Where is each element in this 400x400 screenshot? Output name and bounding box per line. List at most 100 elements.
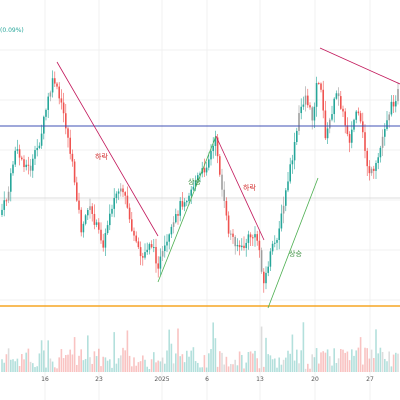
candle-body xyxy=(313,106,316,121)
candle-body xyxy=(234,236,236,247)
volume-bar xyxy=(40,340,43,372)
candle-body xyxy=(122,188,124,193)
volume-bar xyxy=(87,335,89,372)
x-tick-label: 20 xyxy=(311,376,319,383)
volume-bar xyxy=(69,349,71,372)
volume-bar xyxy=(175,353,177,372)
candle-body xyxy=(40,133,43,146)
volume-bar xyxy=(357,347,360,372)
candle-body xyxy=(300,106,302,114)
volume-bar xyxy=(172,363,175,372)
candle-body xyxy=(43,116,45,134)
candle-body xyxy=(93,213,96,225)
candle-body xyxy=(318,83,320,85)
candle-body xyxy=(271,243,274,252)
volume-bar xyxy=(342,349,344,372)
candle-body xyxy=(267,266,269,273)
volume-bar xyxy=(161,357,164,372)
volume-bar xyxy=(241,354,243,372)
candle-body xyxy=(120,188,122,192)
volume-bar xyxy=(126,330,129,372)
candle-body xyxy=(280,213,283,229)
volume-bar xyxy=(249,351,252,372)
volume-bar xyxy=(170,343,173,372)
volume-bar xyxy=(346,351,349,372)
candle-body xyxy=(164,245,166,252)
volume-bar xyxy=(384,358,386,372)
volume-bar xyxy=(168,329,170,372)
candle-body xyxy=(80,209,82,233)
volume-bar xyxy=(89,357,91,372)
candle-body xyxy=(348,134,351,143)
volume-bar xyxy=(67,354,69,372)
volume-bar xyxy=(234,359,236,372)
candle-body xyxy=(355,111,357,120)
candle-body xyxy=(245,242,247,249)
volume-bar xyxy=(93,351,96,372)
candle-body xyxy=(18,149,21,158)
candle-body xyxy=(386,120,388,129)
volume-bar xyxy=(190,350,192,372)
candle-body xyxy=(175,214,177,223)
volume-bar xyxy=(364,347,366,372)
volume-bar xyxy=(82,360,85,372)
candle-body xyxy=(221,174,223,190)
candle-body xyxy=(36,147,38,151)
candle-body xyxy=(95,222,98,225)
volume-bar xyxy=(62,358,65,372)
volume-bar xyxy=(307,363,309,372)
candle-body xyxy=(7,191,10,201)
volume-bar xyxy=(324,352,327,372)
candle-body xyxy=(73,161,76,183)
candle-body xyxy=(216,137,219,157)
volume-bar xyxy=(36,366,38,372)
volume-bar xyxy=(340,348,342,372)
candle-body xyxy=(359,113,362,122)
candle-body xyxy=(390,101,393,115)
candle-body xyxy=(214,137,217,146)
volume-bar xyxy=(100,366,102,372)
candle-body xyxy=(249,234,252,238)
volume-bar xyxy=(181,354,184,372)
candle-body xyxy=(153,247,155,249)
volume-bar xyxy=(392,354,395,372)
candlestick-series xyxy=(1,70,399,293)
candle-body xyxy=(159,256,162,269)
volume-bar xyxy=(124,350,126,372)
volume-bar xyxy=(208,353,210,372)
volume-bar xyxy=(370,349,373,372)
candle-body xyxy=(100,229,102,241)
candle-body xyxy=(203,168,206,173)
uptrend-line-2 xyxy=(267,177,319,309)
candle-body xyxy=(155,247,157,264)
candle-body xyxy=(106,225,109,234)
candle-body xyxy=(302,104,305,107)
volume-bar xyxy=(287,350,289,372)
volume-bar xyxy=(243,368,245,372)
volume-bar xyxy=(335,362,338,372)
candle-body xyxy=(172,222,175,227)
candle-body xyxy=(87,210,89,216)
volume-bar xyxy=(353,355,355,372)
annotation-up-1: 상승 xyxy=(188,177,201,186)
candle-body xyxy=(170,226,173,235)
volume-bar xyxy=(58,357,60,372)
candle-body xyxy=(25,164,27,168)
candle-body xyxy=(353,119,355,130)
volume-bar xyxy=(32,363,34,372)
candle-body xyxy=(232,233,234,237)
volume-bar xyxy=(263,366,265,372)
annotation-down-1: 하락 xyxy=(95,152,108,161)
volume-bar xyxy=(276,367,278,372)
volume-bar xyxy=(219,351,221,372)
volume-bar xyxy=(5,354,8,372)
candle-body xyxy=(23,159,25,168)
volume-bar xyxy=(298,363,300,372)
candle-body xyxy=(285,190,287,206)
volume-bar xyxy=(221,352,223,372)
volume-bar xyxy=(1,359,3,372)
